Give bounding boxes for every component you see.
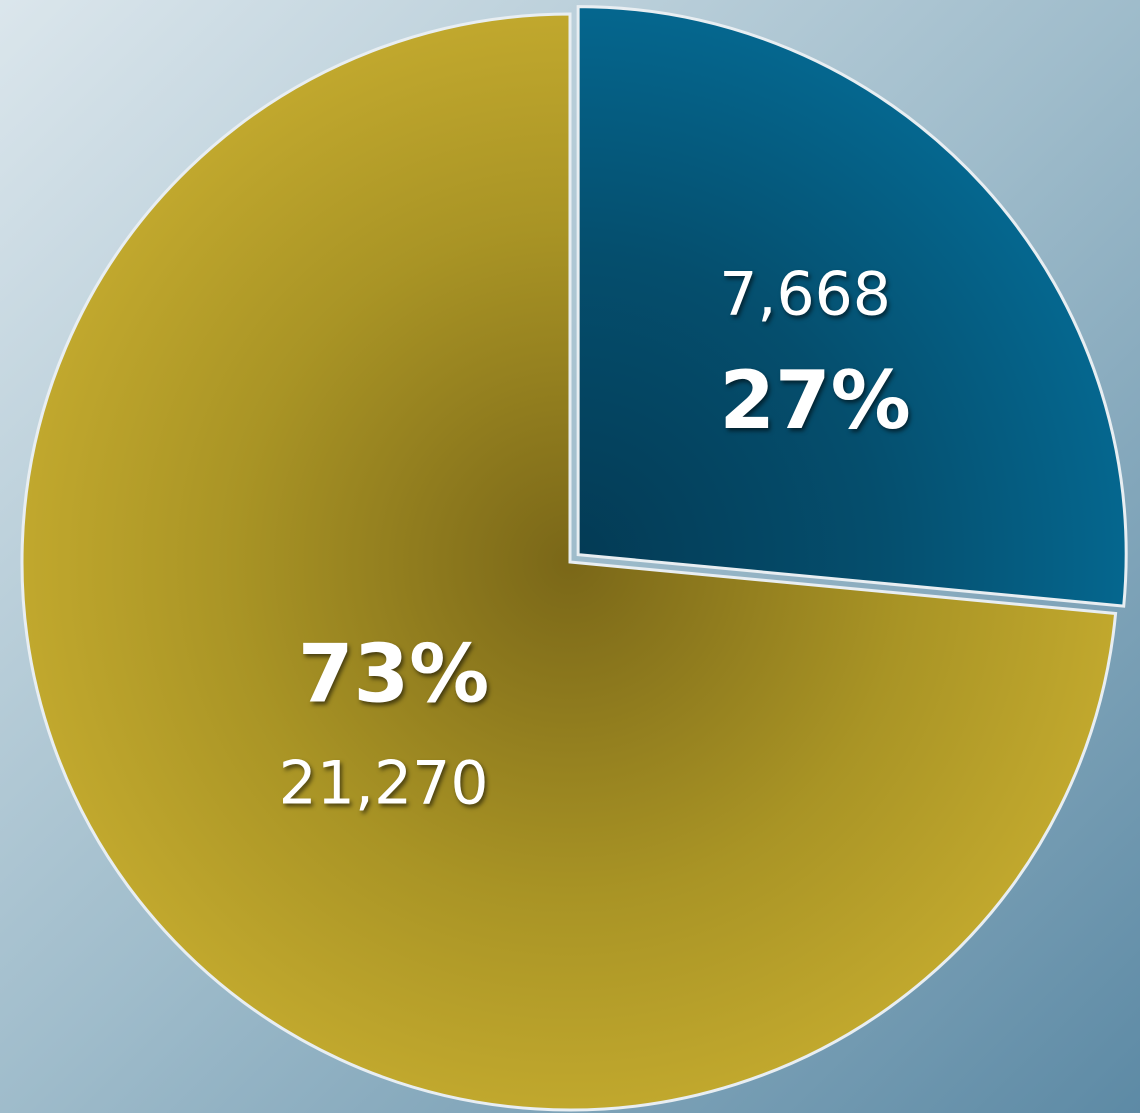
value-label: 7,668 bbox=[719, 260, 891, 330]
chart: 7,668 27% 21,270 73% bbox=[0, 0, 1140, 1113]
percentage-label: 73% bbox=[298, 628, 489, 721]
percentage-label: 27% bbox=[719, 354, 910, 447]
value-label: 21,270 bbox=[279, 748, 489, 818]
